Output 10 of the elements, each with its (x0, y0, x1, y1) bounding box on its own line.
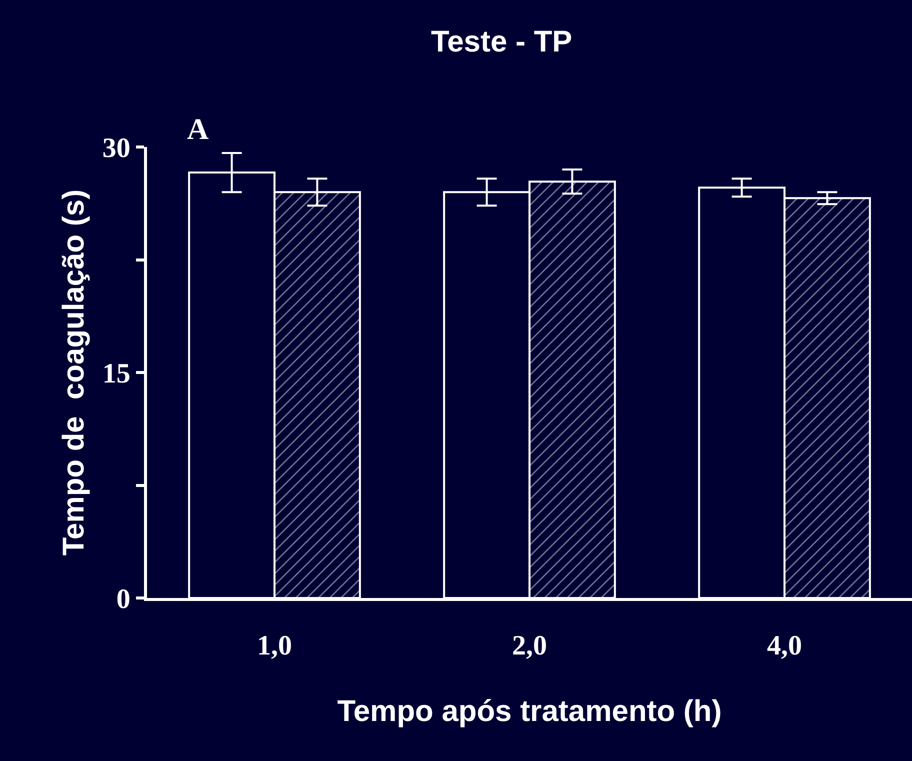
y-axis-title: Tempo de coagulação (s) (57, 189, 90, 556)
text: A (187, 113, 209, 146)
y-tick-label: 0 (116, 584, 130, 615)
chart-title: Teste - TP (431, 25, 572, 58)
y-tick-label: 15 (102, 358, 130, 390)
x-tick-label: 2,0 (512, 630, 547, 662)
x-tick-label: 4,0 (767, 630, 802, 662)
y-tick-label: 30 (102, 132, 130, 164)
x-tick-label: 1,0 (257, 630, 292, 662)
x-axis-title: Tempo após tratamento (h) (337, 695, 722, 728)
